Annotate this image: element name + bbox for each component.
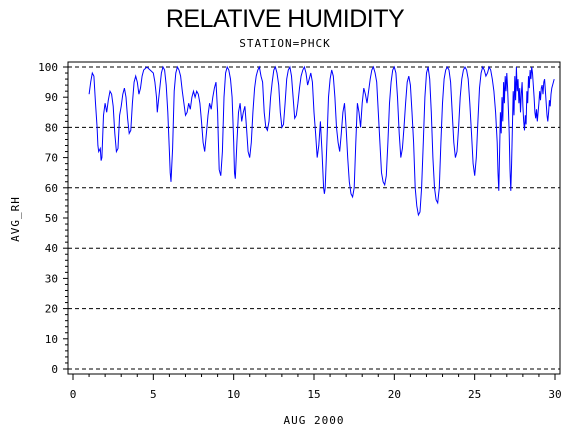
y-tick-label-40: 40 — [45, 242, 58, 255]
series-line — [88, 65, 555, 217]
y-tick-label-50: 50 — [45, 212, 58, 225]
y-tick-label-20: 20 — [45, 303, 58, 316]
y-tick-label-90: 90 — [45, 91, 58, 104]
x-tick-label-0: 0 — [70, 388, 77, 401]
chart-title: RELATIVE HUMIDITY — [165, 5, 405, 33]
y-tick-label-0: 0 — [51, 363, 58, 376]
x-tick-label-5: 5 — [150, 388, 157, 401]
y-tick-label-10: 10 — [45, 333, 58, 346]
y-axis: 0 10 20 30 40 50 60 70 80 90 100 — [38, 61, 68, 376]
x-tick-label-20: 20 — [388, 388, 401, 401]
y-tick-label-80: 80 — [45, 121, 58, 134]
y-tick-label-60: 60 — [45, 182, 58, 195]
x-axis: 0 5 10 15 20 25 30 — [70, 374, 562, 401]
y-axis-label: AVG_RH — [9, 196, 22, 242]
x-axis-label: AUG 2000 — [284, 414, 345, 427]
x-tick-label-10: 10 — [227, 388, 240, 401]
chart-subtitle: STATION=PHCK — [239, 37, 331, 50]
grid-layer — [68, 66, 560, 370]
x-tick-label-15: 15 — [307, 388, 320, 401]
y-tick-label-100: 100 — [38, 61, 58, 74]
y-tick-label-30: 30 — [45, 272, 58, 285]
x-tick-label-30: 30 — [548, 388, 561, 401]
x-tick-label-25: 25 — [468, 388, 481, 401]
y-tick-label-70: 70 — [45, 152, 58, 165]
